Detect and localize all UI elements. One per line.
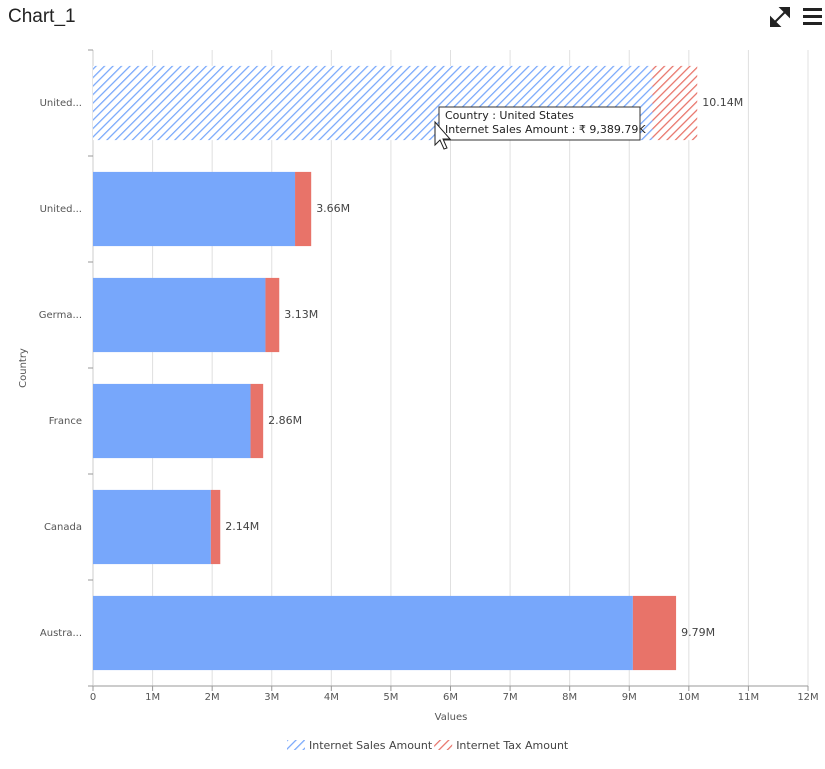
bar-segment <box>93 383 251 459</box>
tooltip-line: Internet Sales Amount : ₹ 9,389.79K <box>445 123 646 136</box>
y-tick-label: Canada <box>44 522 82 533</box>
x-tick-label: 1M <box>145 692 160 703</box>
bar-segment <box>93 595 633 671</box>
total-label: 3.13M <box>284 308 318 321</box>
bar-segment <box>210 489 221 565</box>
x-tick-label: 9M <box>622 692 637 703</box>
x-tick-label: 10M <box>678 692 699 703</box>
total-label: 2.14M <box>225 520 259 533</box>
legend-label: Internet Sales Amount <box>309 739 433 752</box>
y-tick-label: France <box>49 416 82 427</box>
bar-segment <box>652 65 698 141</box>
bar-segment <box>265 277 280 353</box>
legend-label: Internet Tax Amount <box>456 739 569 752</box>
cursor <box>434 120 452 150</box>
x-tick-label: 3M <box>264 692 279 703</box>
bar-segment <box>295 171 312 247</box>
tooltip-line: Country : United States <box>445 109 574 122</box>
legend-swatch <box>434 740 453 750</box>
y-tick-label: Germa... <box>39 310 82 321</box>
x-tick-label: 8M <box>562 692 577 703</box>
plot-area: 0 1M 2M 3M 4M 5M 6M 7M 8M 9M 10M 11M 12M United... 10.… <box>39 49 819 703</box>
x-tick-label: 4M <box>324 692 339 703</box>
y-tick-label: Austra... <box>40 628 82 639</box>
expand-icon[interactable] <box>770 7 790 27</box>
legend-swatch <box>287 740 305 750</box>
x-tick-label: 0 <box>90 692 96 703</box>
x-tick-label: 2M <box>205 692 220 703</box>
total-label: 2.86M <box>268 414 302 427</box>
x-tick-label: 5M <box>383 692 398 703</box>
x-axis-label: Values <box>435 712 468 723</box>
bar-segment <box>93 489 211 565</box>
x-tick-label: 6M <box>443 692 458 703</box>
y-tick-label: United... <box>40 98 82 109</box>
x-tick-label: 11M <box>738 692 759 703</box>
bar-segment <box>93 277 266 353</box>
bar-segment <box>250 383 264 459</box>
chart-title: Chart_1 <box>8 6 76 27</box>
x-tick-label: 12M <box>797 692 818 703</box>
menu-icon[interactable] <box>803 8 822 25</box>
y-axis-label: Country <box>18 348 29 388</box>
total-label: 9.79M <box>681 626 715 639</box>
total-label: 3.66M <box>316 202 350 215</box>
y-tick-label: United... <box>40 204 82 215</box>
bar-segment <box>93 171 296 247</box>
x-tick-label: 7M <box>503 692 518 703</box>
total-label: 10.14M <box>702 96 743 109</box>
bar-segment <box>632 595 677 671</box>
